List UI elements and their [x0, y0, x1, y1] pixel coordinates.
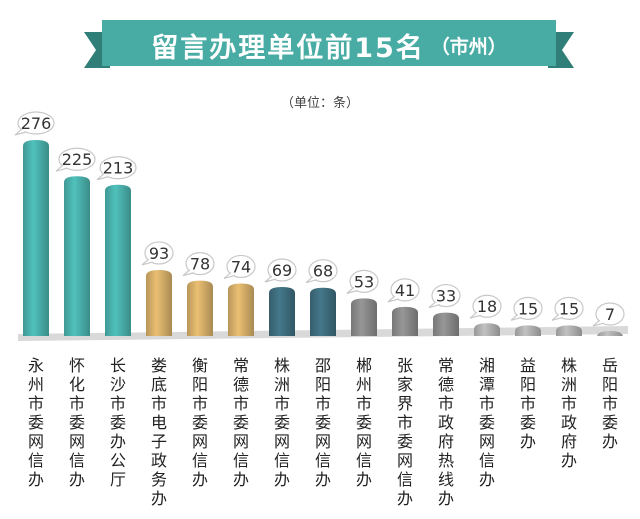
value-label-4: 93: [149, 244, 169, 263]
category-label-11: 常德市政府热线办: [437, 356, 454, 508]
value-bubble-15: 7: [592, 302, 625, 327]
bar-3: [105, 184, 131, 336]
value-label-3: 213: [103, 159, 134, 178]
banner-ribbon-shape: [84, 20, 574, 68]
bar-8: [310, 287, 336, 336]
value-bubble-10: 41: [387, 278, 420, 303]
bar-12: [474, 323, 500, 336]
category-label-9: 郴州市委网信办: [355, 356, 372, 489]
bar-4: [146, 269, 172, 336]
value-label-13: 15: [518, 299, 538, 318]
banner-ribbon-body: [102, 20, 556, 66]
bar-6: [228, 283, 254, 336]
bar-1: [23, 140, 49, 336]
bar-13: [515, 325, 541, 336]
category-label-14: 株洲市政府办: [560, 356, 577, 470]
category-label-2: 怀化市委网信办: [68, 356, 85, 489]
category-label-15: 岳阳市委办: [601, 356, 618, 451]
category-label-1: 永州市委网信办: [27, 356, 44, 489]
category-label-12: 湘潭市委网信办: [478, 356, 495, 489]
category-label-5: 衡阳市委网信办: [191, 356, 208, 489]
value-bubble-3: 213: [96, 156, 137, 181]
value-bubble-12: 18: [469, 294, 502, 319]
banner-text: 留言办理单位前15名 （市州）: [84, 18, 574, 73]
value-label-1: 276: [21, 114, 52, 133]
bar-9: [351, 298, 377, 336]
category-label-13: 益阳市委办: [519, 356, 536, 451]
chart-title: 留言办理单位前15名: [151, 33, 425, 64]
category-label-3: 长沙市委办公厅: [109, 356, 126, 489]
value-label-15: 7: [605, 305, 615, 324]
value-bubble-7: 69: [264, 258, 297, 283]
category-label-6: 常德市委网信办: [232, 356, 249, 489]
value-label-7: 69: [272, 261, 292, 280]
value-bubble-6: 74: [223, 254, 256, 280]
value-label-5: 78: [190, 255, 210, 274]
value-label-11: 33: [436, 287, 456, 306]
bar-14: [556, 325, 582, 336]
value-bubble-11: 33: [428, 283, 461, 309]
bar-11: [433, 312, 459, 336]
value-label-8: 68: [313, 262, 333, 281]
chart-subtitle: （市州）: [430, 36, 507, 58]
value-bubble-8: 68: [305, 259, 338, 284]
bar-7: [269, 287, 295, 336]
category-label-10: 张家界市委网信办: [396, 356, 413, 508]
value-bubble-5: 78: [182, 252, 215, 277]
value-bubble-13: 15: [510, 296, 543, 321]
value-label-2: 225: [62, 150, 93, 169]
unit-label: （单位：条）: [280, 96, 359, 111]
value-label-12: 18: [477, 297, 497, 316]
title-banner: 留言办理单位前15名 （市州）: [84, 18, 574, 73]
value-label-10: 41: [395, 281, 415, 300]
bar-10: [392, 306, 418, 336]
value-bubble-4: 93: [141, 241, 174, 266]
bar-5: [187, 280, 213, 336]
value-bubble-1: 276: [14, 111, 55, 136]
value-label-14: 15: [559, 299, 579, 318]
category-label-8: 邵阳市委网信办: [314, 356, 331, 489]
category-label-7: 株洲市委网信办: [273, 356, 290, 489]
category-label-4: 娄底市电子政务办: [150, 356, 167, 508]
bar-2: [64, 176, 90, 336]
value-label-9: 53: [354, 272, 374, 291]
value-label-6: 74: [231, 257, 251, 276]
value-bubble-14: 15: [551, 296, 584, 321]
value-bubble-9: 53: [346, 269, 379, 294]
bar-15: [597, 331, 623, 338]
value-bubble-2: 225: [55, 147, 96, 172]
